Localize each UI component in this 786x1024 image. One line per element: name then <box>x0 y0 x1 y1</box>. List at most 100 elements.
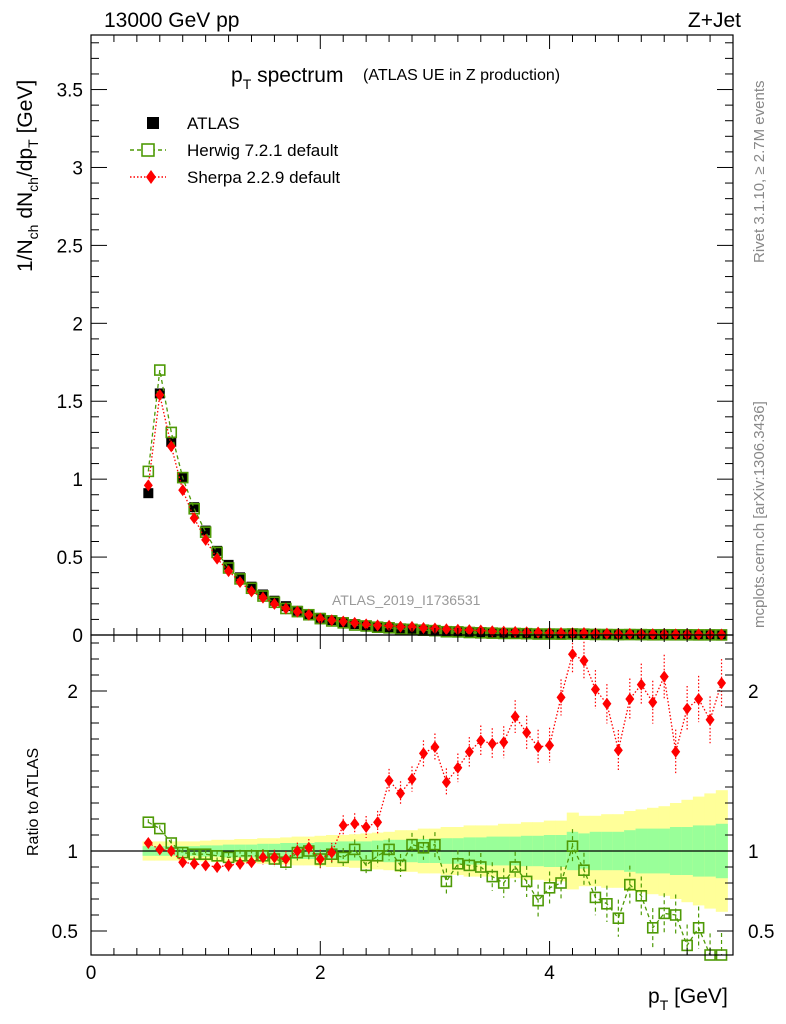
ratio-sherpa-point <box>178 856 188 869</box>
ratio-herwig-point <box>474 861 487 873</box>
legend-label-sherpa: Sherpa 2.2.9 default <box>187 168 340 187</box>
sherpa-point <box>556 626 566 639</box>
ratio-sherpa-point <box>201 859 211 872</box>
sherpa-point <box>258 591 268 604</box>
ratio-herwig-point <box>624 878 636 891</box>
ratio-sherpa-point <box>258 851 268 864</box>
y-tick-label-lower-right: 0.5 <box>748 922 774 943</box>
y-tick-label-upper: 3.5 <box>57 81 83 102</box>
sherpa-point <box>441 623 451 636</box>
y-tick-label-upper: 0.5 <box>57 548 83 569</box>
ratio-herwig-point <box>497 877 510 889</box>
ratio-sherpa-point <box>361 821 371 833</box>
ratio-sherpa-point <box>396 787 406 800</box>
ratio-sherpa-point <box>682 702 692 715</box>
sherpa-point <box>143 479 153 492</box>
legend-marker-sherpa <box>146 170 156 184</box>
ratio-sherpa-point <box>671 745 681 758</box>
sherpa-point <box>269 597 279 610</box>
rivet-label: Rivet 3.1.10, ≥ 2.7M events <box>751 81 768 264</box>
ratio-sherpa-point <box>327 846 337 859</box>
y-tick-label-lower-right: 1 <box>748 842 759 863</box>
atlas-point <box>189 502 200 513</box>
ratio-sherpa-point <box>659 670 669 683</box>
ylabel-lower: Ratio to ATLAS <box>25 748 42 856</box>
ratio-sherpa-point <box>636 678 646 691</box>
x-tick-label: 2 <box>315 963 326 984</box>
ratio-sherpa-point <box>522 726 532 739</box>
atlas-point <box>200 525 211 536</box>
ratio-sherpa-point <box>453 761 463 774</box>
ratio-sherpa-point <box>189 857 199 870</box>
legend-label-atlas: ATLAS <box>187 114 240 133</box>
y-tick-label-lower: 1 <box>67 842 78 863</box>
ratio-sherpa-point <box>545 739 555 752</box>
ratio-herwig-point <box>394 859 407 872</box>
sherpa-point <box>487 625 497 638</box>
ratio-herwig-point <box>371 849 384 862</box>
ratio-herwig-point <box>452 857 464 870</box>
sherpa-point <box>178 484 188 497</box>
ratio-sherpa-point <box>568 648 577 661</box>
sherpa-point <box>247 585 256 598</box>
ratio-sherpa-point <box>590 683 600 696</box>
sherpa-point <box>648 628 658 641</box>
sherpa-point <box>292 605 302 618</box>
legend-marker-herwig <box>141 143 155 157</box>
sherpa-point <box>602 627 612 640</box>
sherpa-point <box>235 576 245 589</box>
ratio-sherpa-point <box>556 691 566 704</box>
ratio-sherpa-point <box>418 747 428 760</box>
ratio-sherpa-point <box>155 843 165 856</box>
sherpa-point <box>407 620 417 633</box>
ratio-herwig-point <box>612 912 625 925</box>
ratio-herwig-point <box>429 838 441 851</box>
atlas-point <box>223 559 234 570</box>
sherpa-point <box>281 602 291 615</box>
sherpa-point <box>315 612 325 625</box>
ratio-sherpa-point <box>430 741 440 753</box>
sherpa-point <box>361 618 371 631</box>
legend: ATLAS Herwig 7.2.1 default Sherpa 2.2.9 … <box>130 114 340 187</box>
herwig-point <box>153 364 166 376</box>
xlabel: pT [GeV] <box>648 985 728 1013</box>
ratio-sherpa-point <box>602 697 612 710</box>
ratio-herwig-point <box>142 816 155 829</box>
ratio-herwig-point <box>532 894 544 907</box>
ratio-sherpa-point <box>648 696 658 709</box>
sherpa-point <box>396 620 406 633</box>
ratio-sherpa-point <box>373 816 383 829</box>
ratio-herwig-point <box>153 822 166 835</box>
ratio-herwig-point <box>520 875 533 888</box>
ratio-sherpa-point <box>315 853 325 865</box>
sherpa-point <box>671 628 681 641</box>
ratio-herwig-point <box>578 864 590 877</box>
ratio-sherpa-point <box>717 677 727 689</box>
analysis-watermark: ATLAS_2019_I1736531 <box>332 592 481 608</box>
chart-title-paren: (ATLAS UE in Z production) <box>363 67 560 84</box>
ratio-sherpa-point <box>166 845 176 857</box>
sherpa-point <box>189 512 199 525</box>
herwig-point <box>142 465 155 478</box>
y-tick-label-upper: 1 <box>72 470 83 491</box>
ratio-sherpa-point <box>212 861 222 873</box>
sherpa-point <box>212 552 222 565</box>
ratio-sherpa-point <box>705 713 715 726</box>
ratio-sherpa-point <box>407 773 417 785</box>
sherpa-point <box>166 440 176 453</box>
ratio-herwig-point <box>360 859 372 872</box>
y-tick-label-upper: 3 <box>72 158 83 179</box>
ratio-herwig-point <box>555 877 567 889</box>
legend-marker-atlas <box>147 117 159 129</box>
ratio-herwig-point <box>417 841 430 854</box>
y-tick-label-lower: 0.5 <box>52 922 78 943</box>
x-tick-label: 0 <box>86 963 97 984</box>
ratio-herwig-point <box>658 907 671 920</box>
ratio-sherpa-point <box>350 817 360 830</box>
sherpa-point <box>384 619 394 632</box>
ratio-herwig-line <box>147 821 722 956</box>
herwig-point <box>165 426 178 439</box>
chart-title: pT spectrum <box>231 64 343 92</box>
sherpa-point <box>155 389 165 401</box>
